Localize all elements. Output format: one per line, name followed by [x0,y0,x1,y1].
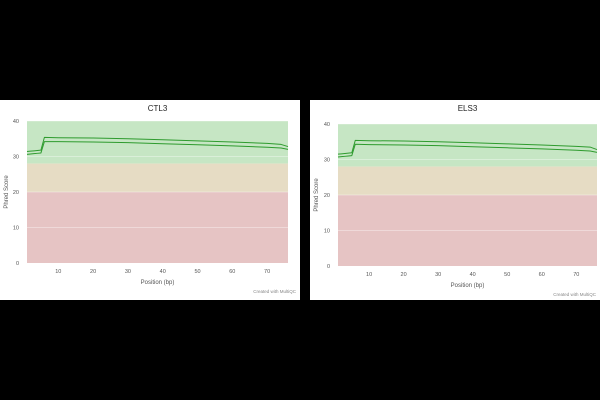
y-tick-label: 10 [324,229,330,235]
x-tick-label: 40 [470,272,476,278]
x-tick-label: 70 [573,272,579,278]
y-tick-label: 40 [324,122,330,128]
x-tick-label: 70 [264,269,270,275]
y-tick-label: 30 [13,155,19,161]
panel-divider [300,100,310,300]
y-axis-label: Phred Score [4,175,10,209]
chart-title: ELS3 [458,104,478,113]
series-line-1 [337,143,598,158]
x-axis-label: Position (bp) [451,283,485,289]
x-tick-label: 50 [194,269,200,275]
y-tick-label: 40 [13,119,19,125]
x-tick-label: 30 [125,269,131,275]
x-tick-label: 60 [539,272,545,278]
x-tick-label: 10 [366,272,372,278]
chart-title: CTL3 [148,104,168,113]
chart-panel-ctl3: 0 10 20 30 40 10 20 30 40 50 60 70 CTL3 Position (bp)… [0,100,300,300]
chart-els3: 0 10 20 30 40 10 20 30 40 50 60 70 ELS3 Position (bp)… [314,104,598,297]
y-tick-label: 0 [327,264,330,270]
quality-band-1 [27,163,288,192]
x-tick-label: 60 [229,269,235,275]
y-tick-label: 30 [324,158,330,164]
y-tick-label: 0 [16,261,19,267]
series-line-0 [337,139,598,155]
x-axis-label: Position (bp) [141,280,175,286]
x-tick-label: 40 [160,269,166,275]
y-tick-label: 20 [13,190,19,196]
y-tick-label: 20 [324,193,330,199]
x-tick-label: 10 [55,269,61,275]
y-tick-label: 10 [13,226,19,232]
x-tick-label: 50 [504,272,510,278]
x-tick-label: 30 [435,272,441,278]
chart-ctl3: 0 10 20 30 40 10 20 30 40 50 60 70 CTL3 Position (bp)… [4,104,297,294]
series-line-0 [26,136,289,153]
series-line-1 [26,141,289,155]
credit-link[interactable]: Created with MultiQC [553,292,597,297]
chart-panel-els3: 0 10 20 30 40 10 20 30 40 50 60 70 ELS3 Position (bp)… [310,100,600,300]
x-tick-label: 20 [90,269,96,275]
credit-link[interactable]: Created with MultiQC [253,289,297,294]
x-tick-label: 20 [401,272,407,278]
quality-band-1 [338,166,597,195]
y-axis-label: Phred Score [314,178,320,212]
